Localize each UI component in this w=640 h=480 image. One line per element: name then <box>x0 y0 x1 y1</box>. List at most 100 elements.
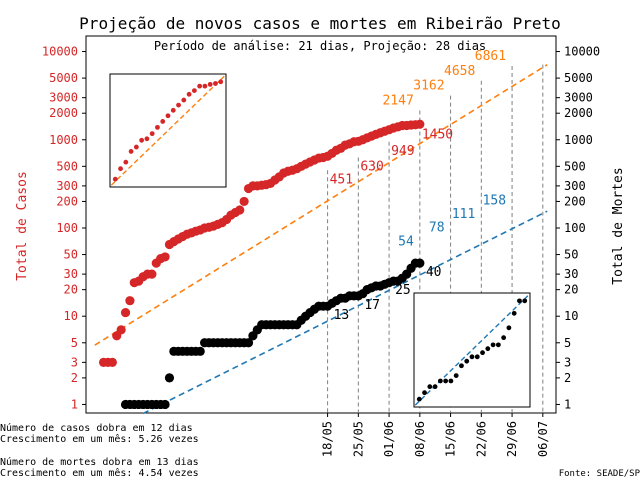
left-tick-label: 5 <box>71 336 78 350</box>
deaths-inset-point <box>469 354 475 360</box>
cases-point <box>147 269 157 279</box>
left-tick-label: 10 <box>64 309 78 323</box>
deaths-inset-point <box>511 310 517 316</box>
source-text: Fonte: SEADE/SP <box>558 469 640 479</box>
deaths-inset-point <box>453 373 459 379</box>
data-points <box>98 119 425 410</box>
right-tick-label: 300 <box>564 179 586 193</box>
cases-annotation: 451 <box>330 172 353 187</box>
right-tick-label: 100 <box>564 221 586 235</box>
right-tick-label: 10000 <box>564 45 600 59</box>
cases-inset-point <box>186 91 192 97</box>
projection-lines <box>94 63 548 415</box>
cases-inset-point <box>191 88 197 94</box>
left-tick-label: 1000 <box>49 133 78 147</box>
cases_projection-annotation: 4658 <box>444 64 475 79</box>
cases-inset-point <box>144 136 150 142</box>
deaths-growth-text: Crescimento em um mês: 4.54 vezes <box>0 468 199 479</box>
x-tick-label: 25/05 <box>351 421 365 457</box>
deaths-inset-point <box>485 346 491 352</box>
cases-doubling-text: Número de casos dobra em 12 dias <box>0 423 193 434</box>
cases-inset-point <box>207 81 213 87</box>
insets <box>109 73 531 408</box>
deaths-inset-point <box>474 354 480 360</box>
cases-annotation: 1450 <box>422 128 453 143</box>
left-tick-label: 500 <box>56 159 78 173</box>
left-tick-label: 300 <box>56 179 78 193</box>
deaths_projection-annotation: 78 <box>429 221 445 236</box>
cases-inset-point <box>123 159 129 165</box>
left-tick-label: 2000 <box>49 106 78 120</box>
cases_projection-annotation: 6861 <box>475 49 506 64</box>
cases-inset-point <box>176 102 181 108</box>
left-tick-label: 100 <box>56 221 78 235</box>
cases-inset-point <box>139 137 145 143</box>
right-tick-label: 1 <box>564 397 571 411</box>
deaths-inset-point <box>443 378 449 384</box>
deaths-inset-point <box>448 378 454 384</box>
cases-inset-point <box>202 83 208 89</box>
left-tick-label: 20 <box>64 283 78 297</box>
cases-inset-point <box>218 79 224 85</box>
cases-point <box>116 325 126 335</box>
left-tick-label: 3000 <box>49 91 78 105</box>
cases_projection-annotation: 3162 <box>413 79 444 94</box>
deaths-inset-point <box>432 384 438 390</box>
deaths-inset-point <box>517 298 522 304</box>
right-tick-label: 2000 <box>564 106 593 120</box>
deaths-inset-point <box>437 378 443 384</box>
left-tick-label: 5000 <box>49 71 78 85</box>
x-tick-label: 06/07 <box>536 421 550 457</box>
deaths-annotation: 40 <box>426 265 442 280</box>
chart-title: Projeção de novos casos e mortes em Ribe… <box>79 14 561 33</box>
cases-inset-point <box>149 131 155 137</box>
deaths-point <box>160 399 170 410</box>
cases-point <box>120 307 131 318</box>
deaths_projection-annotation: 111 <box>452 207 475 222</box>
deaths-inset-point <box>490 342 496 348</box>
deaths-inset-point <box>416 396 422 402</box>
deaths-inset-point <box>459 363 464 369</box>
deaths-inset-point <box>422 390 427 396</box>
deaths-annotation: 25 <box>395 283 411 298</box>
cases-inset-fit-line <box>110 75 226 186</box>
cases-inset-point <box>170 107 176 113</box>
cases-point <box>160 252 170 262</box>
right-tick-label: 500 <box>564 159 586 173</box>
left-tick-label: 30 <box>64 267 78 281</box>
deaths-inset-point <box>480 350 485 356</box>
cases-point <box>125 296 135 306</box>
cases-inset-point <box>197 83 203 89</box>
plot-area <box>85 35 557 414</box>
x-tick-label: 08/06 <box>413 421 427 457</box>
deaths-inset-point <box>495 342 501 348</box>
deaths-annotation: 13 <box>334 308 350 323</box>
right-tick-label: 3000 <box>564 91 593 105</box>
left-tick-label: 50 <box>64 248 78 262</box>
cases-annotation: 630 <box>360 159 383 174</box>
cases_projection-annotation: 2147 <box>383 93 414 108</box>
cases-inset-point <box>118 166 123 172</box>
left-tick-label: 1 <box>71 397 78 411</box>
cases-point <box>235 205 245 215</box>
x-tick-label: 29/06 <box>505 421 519 457</box>
cases-inset-point <box>213 81 218 86</box>
right-tick-label: 2 <box>564 371 571 385</box>
deaths-point <box>164 373 175 383</box>
deaths-doubling-text: Número de mortes dobra em 13 dias <box>0 457 199 468</box>
right-tick-label: 3 <box>564 355 571 369</box>
x-tick-label: 22/06 <box>474 421 488 457</box>
right-tick-label: 5 <box>564 336 571 350</box>
cases-inset-point <box>165 113 171 119</box>
cases-annotation: 949 <box>391 144 414 159</box>
cases-point <box>239 196 249 207</box>
cases-inset-point <box>133 144 139 150</box>
deaths-point <box>195 346 205 356</box>
left-tick-label: 200 <box>56 194 78 208</box>
cases-inset-point <box>181 97 187 103</box>
deaths-inset-point <box>464 358 470 364</box>
cases-inset-point <box>128 149 134 154</box>
